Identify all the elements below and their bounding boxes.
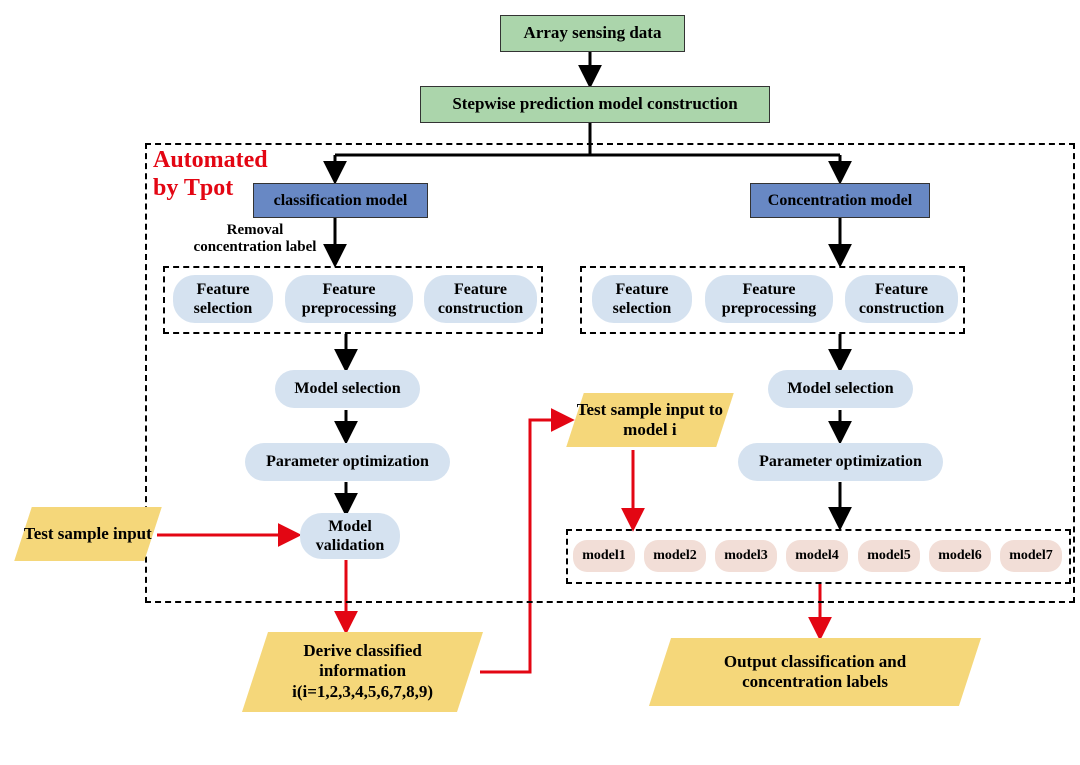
stepwise-construction-box: Stepwise prediction model construction bbox=[420, 86, 770, 123]
feature-preprocessing-right: Feature preprocessing bbox=[705, 275, 833, 323]
feature-construction-right: Feature construction bbox=[845, 275, 958, 323]
removal-concentration-label: Removal concentration label bbox=[185, 222, 325, 257]
model3-pill: model3 bbox=[715, 540, 777, 572]
model-selection-left: Model selection bbox=[275, 370, 420, 408]
model4-pill: model4 bbox=[786, 540, 848, 572]
derive-classified-label: Derive classified information i(i=1,2,3,… bbox=[292, 641, 433, 702]
classification-model-label: classification model bbox=[274, 191, 408, 210]
array-sensing-data-box: Array sensing data bbox=[500, 15, 685, 52]
stepwise-construction-label: Stepwise prediction model construction bbox=[452, 94, 737, 114]
array-sensing-data-label: Array sensing data bbox=[524, 23, 662, 43]
test-sample-input-model-i-box: Test sample input to model i bbox=[566, 393, 734, 447]
test-sample-input-label: Test sample input bbox=[24, 524, 152, 544]
test-sample-input-model-i-label: Test sample input to model i bbox=[575, 400, 725, 441]
feature-selection-right: Feature selection bbox=[592, 275, 692, 323]
classification-model-box: classification model bbox=[253, 183, 428, 218]
model-validation-left: Model validation bbox=[300, 513, 400, 559]
model5-pill: model5 bbox=[858, 540, 920, 572]
concentration-model-box: Concentration model bbox=[750, 183, 930, 218]
model6-pill: model6 bbox=[929, 540, 991, 572]
model-selection-right: Model selection bbox=[768, 370, 913, 408]
model1-pill: model1 bbox=[573, 540, 635, 572]
concentration-model-label: Concentration model bbox=[768, 191, 912, 210]
test-sample-input-box: Test sample input bbox=[14, 507, 162, 561]
model7-pill: model7 bbox=[1000, 540, 1062, 572]
parameter-optimization-right: Parameter optimization bbox=[738, 443, 943, 481]
output-classification-box: Output classification and concentration … bbox=[649, 638, 981, 706]
feature-selection-left: Feature selection bbox=[173, 275, 273, 323]
feature-preprocessing-left: Feature preprocessing bbox=[285, 275, 413, 323]
feature-construction-left: Feature construction bbox=[424, 275, 537, 323]
model2-pill: model2 bbox=[644, 540, 706, 572]
derive-classified-box: Derive classified information i(i=1,2,3,… bbox=[242, 632, 483, 712]
output-classification-label: Output classification and concentration … bbox=[724, 652, 906, 693]
parameter-optimization-left: Parameter optimization bbox=[245, 443, 450, 481]
